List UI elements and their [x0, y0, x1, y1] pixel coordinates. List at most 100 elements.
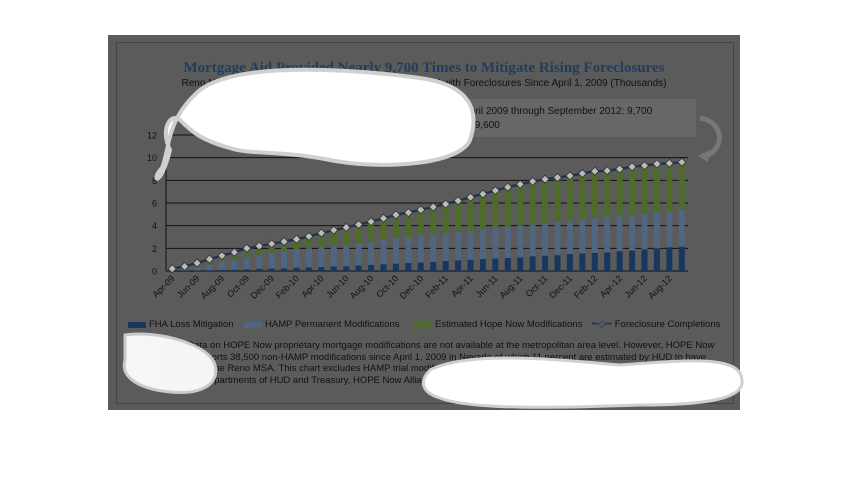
- bar-fha-loss-mitigation: [678, 246, 685, 271]
- bar-hamp-permanent-modifications: [268, 252, 275, 269]
- bar-estimated-hope-now-modifications: [579, 173, 586, 220]
- y-tick-label: 4: [152, 221, 157, 231]
- legend-hamp: HAMP Permanent Modifications: [244, 319, 399, 330]
- bar-estimated-hope-now-modifications: [666, 162, 673, 211]
- x-tick-label: Dec-09: [248, 273, 276, 301]
- legend-hopenow: Estimated Hope Now Modifications: [414, 319, 582, 330]
- bar-hamp-permanent-modifications: [591, 218, 598, 253]
- x-tick-label: Apr-11: [449, 273, 475, 299]
- foreclosure-marker: [378, 213, 389, 223]
- bar-hamp-permanent-modifications: [405, 237, 412, 264]
- sources-text: Sources: Departments of HUD and Treasury…: [162, 374, 512, 386]
- bar-estimated-hope-now-modifications: [492, 190, 499, 228]
- bar-fha-loss-mitigation: [355, 265, 362, 271]
- foreclosure-marker: [416, 205, 426, 215]
- bar-estimated-hope-now-modifications: [678, 161, 685, 210]
- bar-fha-loss-mitigation: [231, 269, 238, 271]
- bar-hamp-permanent-modifications: [678, 209, 685, 247]
- bar-estimated-hope-now-modifications: [206, 263, 213, 265]
- bar-hamp-permanent-modifications: [467, 230, 474, 260]
- bar-hamp-permanent-modifications: [629, 214, 636, 251]
- bar-estimated-hope-now-modifications: [542, 181, 549, 224]
- bar-estimated-hope-now-modifications: [243, 251, 250, 258]
- bar-hamp-permanent-modifications: [554, 221, 561, 256]
- foreclosure-marker: [639, 161, 650, 171]
- foreclosure-marker: [329, 225, 339, 235]
- bar-fha-loss-mitigation: [343, 266, 350, 271]
- bar-estimated-hope-now-modifications: [343, 226, 350, 245]
- legend-swatch: [414, 321, 432, 328]
- legend-line-diamond-icon: ━◇━: [592, 319, 612, 330]
- arrow-head-icon: [698, 150, 710, 162]
- bar-hamp-permanent-modifications: [293, 249, 300, 268]
- foreclosure-marker: [652, 159, 662, 169]
- y-tick-label: 12: [147, 131, 157, 141]
- bar-estimated-hope-now-modifications: [318, 233, 325, 248]
- bar-fha-loss-mitigation: [591, 252, 598, 271]
- bar-hamp-permanent-modifications: [231, 259, 238, 270]
- foreclosure-marker: [565, 171, 575, 181]
- bar-fha-loss-mitigation: [566, 254, 573, 271]
- bar-fha-loss-mitigation: [479, 259, 486, 271]
- foreclosure-marker: [590, 166, 600, 176]
- foreclosure-marker: [677, 157, 687, 167]
- foreclosure-marker: [204, 254, 215, 264]
- bar-hamp-permanent-modifications: [604, 217, 611, 253]
- callout-aid: Mortgage Aid Extended in Reno MSA from A…: [273, 106, 653, 117]
- bar-hamp-permanent-modifications: [243, 257, 250, 270]
- foreclosure-marker: [192, 258, 202, 268]
- bar-estimated-hope-now-modifications: [604, 170, 611, 218]
- bar-fha-loss-mitigation: [256, 268, 263, 271]
- bar-hamp-permanent-modifications: [542, 223, 549, 256]
- foreclosure-marker: [254, 241, 264, 251]
- bar-estimated-hope-now-modifications: [641, 165, 648, 214]
- foreclosure-marker: [540, 174, 550, 184]
- bar-fha-loss-mitigation: [504, 257, 511, 271]
- bar-fha-loss-mitigation: [293, 267, 300, 271]
- bar-fha-loss-mitigation: [392, 263, 399, 271]
- bar-estimated-hope-now-modifications: [467, 196, 474, 231]
- note-text: Note: Data on HOPE Now proprietary mortg…: [162, 340, 715, 374]
- bar-estimated-hope-now-modifications: [629, 166, 636, 215]
- bar-fha-loss-mitigation: [616, 251, 623, 271]
- bar-estimated-hope-now-modifications: [479, 192, 486, 230]
- x-tick-label: Aug-12: [646, 273, 674, 301]
- bar-estimated-hope-now-modifications: [504, 188, 511, 227]
- foreclosure-marker: [167, 264, 177, 274]
- bar-estimated-hope-now-modifications: [405, 210, 412, 237]
- bar-fha-loss-mitigation: [206, 270, 213, 271]
- foreclosure-marker: [515, 179, 525, 189]
- foreclosure-marker: [453, 196, 463, 206]
- bar-hamp-permanent-modifications: [281, 251, 288, 269]
- foreclosure-marker: [279, 236, 289, 247]
- bar-fha-loss-mitigation: [542, 255, 549, 271]
- foreclosure-marker: [528, 176, 538, 187]
- foreclosure-marker: [490, 185, 500, 196]
- bar-hamp-permanent-modifications: [455, 231, 462, 261]
- bar-fha-loss-mitigation: [194, 270, 201, 271]
- bar-estimated-hope-now-modifications: [591, 171, 598, 219]
- y-tick-label: 0: [152, 267, 157, 277]
- bar-hamp-permanent-modifications: [194, 267, 201, 271]
- bar-hamp-permanent-modifications: [318, 247, 325, 268]
- bar-hamp-permanent-modifications: [666, 210, 673, 248]
- bar-estimated-hope-now-modifications: [517, 186, 524, 226]
- y-tick-label: 2: [152, 244, 157, 254]
- y-tick-label: 10: [147, 153, 157, 163]
- bar-fha-loss-mitigation: [380, 264, 387, 271]
- x-tick-label: Feb-11: [423, 273, 450, 300]
- legend-fha: FHA Loss Mitigation: [128, 319, 233, 330]
- foreclosure-marker: [602, 166, 612, 176]
- x-tick-label: Apr-12: [598, 273, 624, 299]
- bar-fha-loss-mitigation: [318, 267, 325, 271]
- bar-hamp-permanent-modifications: [218, 261, 225, 270]
- bar-estimated-hope-now-modifications: [355, 224, 362, 244]
- bar-hamp-permanent-modifications: [504, 226, 511, 258]
- x-tick-label: Feb-12: [572, 273, 599, 300]
- bar-estimated-hope-now-modifications: [293, 241, 300, 250]
- bar-fha-loss-mitigation: [604, 252, 611, 271]
- bar-hamp-permanent-modifications: [616, 216, 623, 252]
- bar-estimated-hope-now-modifications: [442, 200, 449, 234]
- bar-estimated-hope-now-modifications: [566, 176, 573, 221]
